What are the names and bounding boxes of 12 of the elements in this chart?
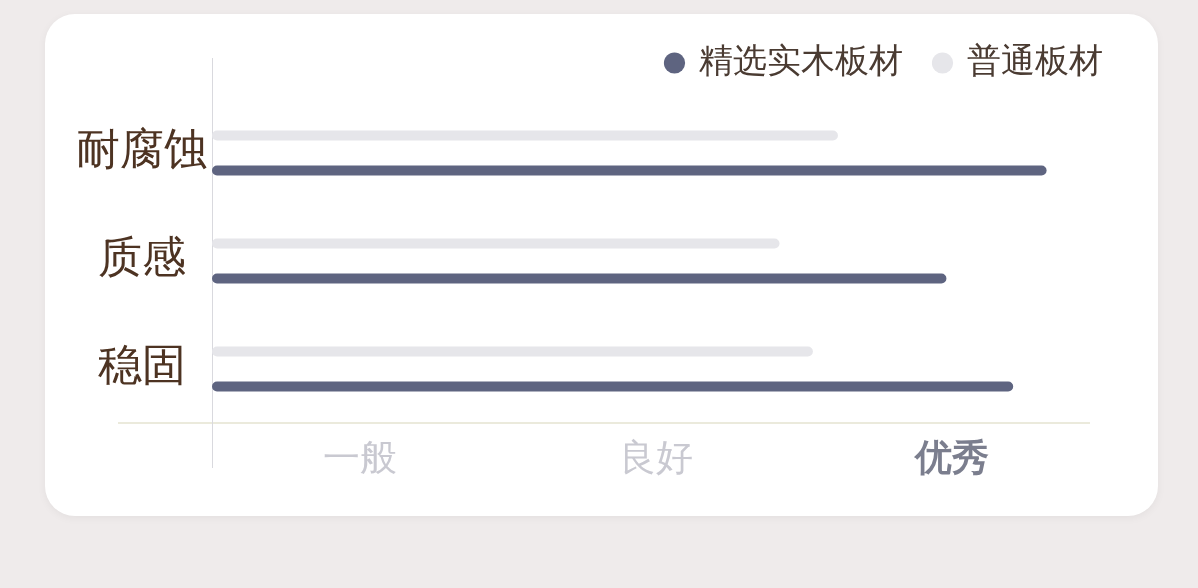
bar — [212, 273, 947, 284]
bar — [212, 130, 838, 141]
annotation: 优秀 — [913, 435, 989, 479]
legend-label: 普通板材 — [967, 39, 1103, 80]
bar — [212, 238, 780, 249]
bar — [212, 346, 813, 357]
bar — [212, 165, 1047, 176]
y-tick-label: 耐腐蚀 — [76, 123, 208, 175]
y-tick-label: 稳固 — [98, 339, 186, 391]
legend-label: 精选实木板材 — [699, 39, 903, 80]
y-tick-label: 质感 — [98, 231, 186, 283]
bar — [212, 381, 1014, 392]
